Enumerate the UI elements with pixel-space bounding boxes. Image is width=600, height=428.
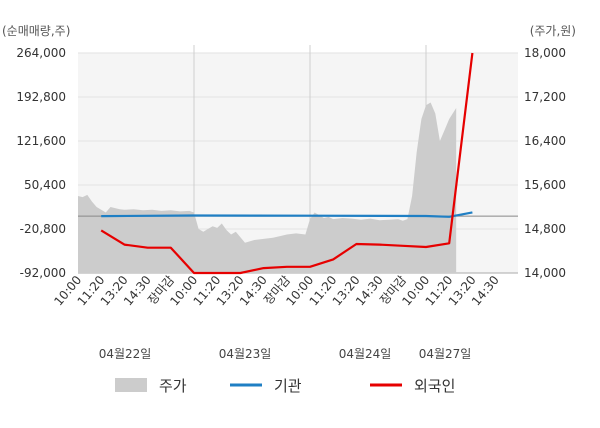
right-tick-label: 16,400: [524, 134, 566, 148]
date-label: 04월27일: [419, 347, 472, 361]
left-tick-label: 121,600: [16, 134, 66, 148]
legend-swatch-price: [115, 378, 147, 392]
x-axis-ticks: 10:0011:2013:2014:30장마감10:0011:2013:2014…: [51, 273, 502, 308]
legend: 주가 기관 외국인: [115, 377, 455, 395]
left-tick-label: 192,800: [16, 90, 66, 104]
right-axis-unit: (주가,원): [530, 24, 576, 38]
left-axis-unit: (순매매량,주): [2, 24, 70, 38]
legend-label: 주가: [159, 377, 187, 395]
left-tick-label: 50,400: [24, 178, 66, 192]
left-axis-ticks: 264,000 192,800 121,600 50,400 -20,800 -92,00…: [16, 46, 66, 280]
left-tick-label: -20,800: [20, 222, 66, 236]
date-labels: 04월22일 04월23일 04월24일 04월27일: [99, 347, 472, 361]
left-tick-label: 264,000: [16, 46, 66, 60]
right-tick-label: 14,800: [524, 222, 566, 236]
right-tick-label: 15,600: [524, 178, 566, 192]
right-tick-label: 17,200: [524, 90, 566, 104]
legend-label: 기관: [274, 377, 302, 395]
right-tick-label: 14,000: [524, 266, 566, 280]
left-tick-label: -92,000: [20, 266, 66, 280]
price-area-series: [78, 102, 457, 273]
date-label: 04월23일: [219, 347, 272, 361]
date-label: 04월24일: [339, 347, 392, 361]
right-tick-label: 18,000: [524, 46, 566, 60]
date-label: 04월22일: [99, 347, 152, 361]
right-axis-ticks: 18,000 17,200 16,400 15,600 14,800 14,000: [524, 46, 566, 280]
foreign-line: [100, 52, 474, 275]
price-area: [78, 102, 457, 273]
legend-label: 외국인: [414, 377, 455, 395]
line-series: [100, 52, 474, 275]
